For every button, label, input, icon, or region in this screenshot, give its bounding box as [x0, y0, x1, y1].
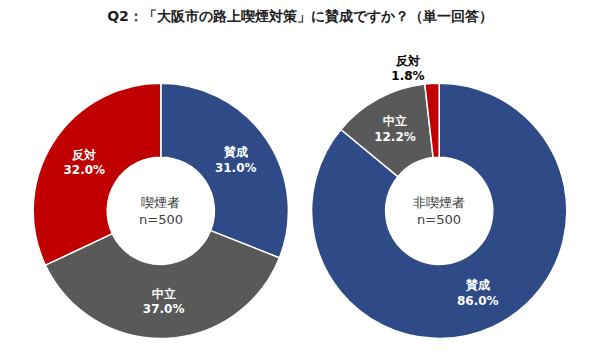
svg-text:喫煙者n=500: 喫煙者n=500 — [139, 195, 183, 227]
svg-text:反対1.8%: 反対1.8% — [391, 54, 424, 84]
svg-text:中立12.2%: 中立12.2% — [374, 114, 416, 144]
svg-text:非喫煙者n=500: 非喫煙者n=500 — [413, 195, 465, 227]
svg-text:中立37.0%: 中立37.0% — [143, 287, 185, 317]
svg-text:賛成86.0%: 賛成86.0% — [457, 278, 499, 308]
svg-text:反対32.0%: 反対32.0% — [63, 148, 105, 178]
svg-text:Q2：「大阪市の路上喫煙対策」に賛成ですか？（単一回答）: Q2：「大阪市の路上喫煙対策」に賛成ですか？（単一回答） — [107, 8, 493, 24]
svg-text:賛成31.0%: 賛成31.0% — [215, 145, 257, 175]
